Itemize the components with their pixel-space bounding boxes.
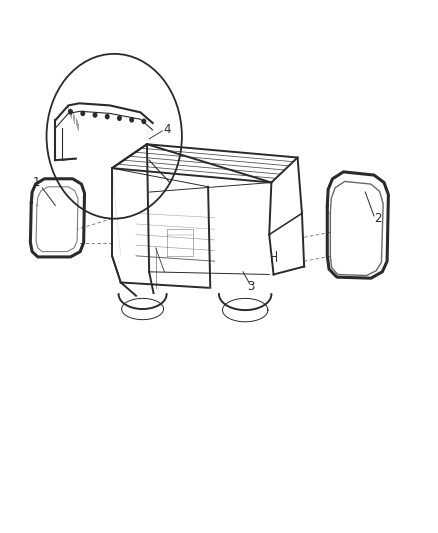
Text: 2: 2 (374, 212, 382, 225)
Circle shape (130, 118, 134, 122)
Text: 4: 4 (164, 123, 171, 136)
Circle shape (142, 119, 146, 124)
Circle shape (93, 113, 97, 117)
Circle shape (118, 116, 121, 120)
Circle shape (69, 110, 72, 114)
Text: 3: 3 (247, 280, 254, 293)
Circle shape (81, 111, 85, 116)
Circle shape (106, 115, 109, 119)
Text: 1: 1 (33, 176, 40, 189)
